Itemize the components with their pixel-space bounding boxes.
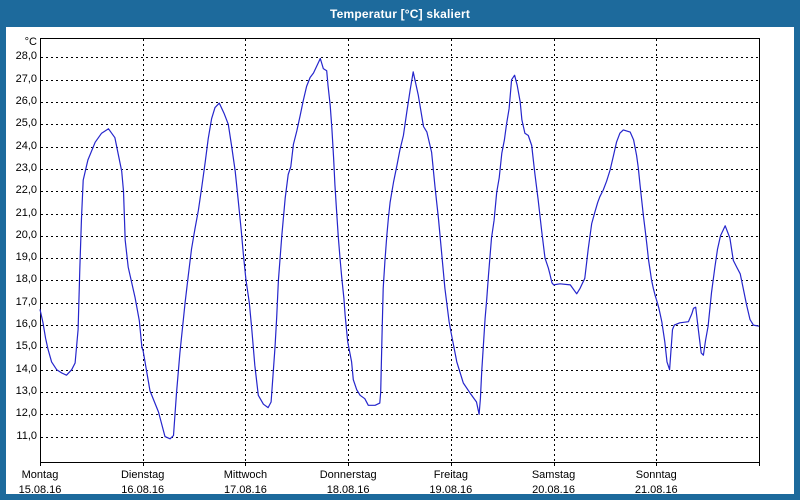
plot-border [40,38,760,463]
x-axis-day-label: Dienstag [120,469,165,481]
y-axis-tick-label: 21,0 [15,206,37,219]
title-bar[interactable]: Temperatur [°C] skaliert [0,0,800,27]
y-axis-tick-label: 24,0 [15,139,37,152]
window-border-right [794,27,800,500]
y-axis-tick-label: 12,0 [15,407,37,420]
y-axis-tick-label: 27,0 [15,72,37,85]
x-axis-date-label: 16.08.16 [121,484,165,496]
v-gridlines [143,39,657,461]
x-axis-date-label: 18.08.16 [326,484,370,496]
y-axis-tick-label: 26,0 [15,95,37,107]
x-axis-day-label: Samstag [531,469,576,481]
x-axis-day-label: Mittwoch [223,469,268,481]
x-axis-date-label: 19.08.16 [429,484,473,496]
temperature-curve [39,57,760,440]
y-axis-tick-label: 19,0 [15,251,37,264]
x-axis-date-label: 21.08.16 [634,484,678,496]
x-axis-day-label: Freitag [433,469,468,481]
y-axis-tick-label: 14,0 [15,362,37,375]
chart-area: °C 28,0 27,0 26,0 25,0 24,0 23,0 22,0 21,0 20,0 19… [0,27,800,496]
y-axis-tick-label: 17,0 [15,295,37,308]
y-axis-tick-label: 28,0 [15,50,37,63]
y-axis-tick-label: 18,0 [15,273,37,286]
y-axis-tick-label: 16,0 [15,318,37,331]
y-axis-tick-label: 13,0 [15,384,37,397]
y-axis-tick-label: 22,0 [15,184,37,197]
x-axis-day-label: Sonntag [635,469,677,481]
x-ticks [40,462,760,466]
y-axis-tick-label: 15,0 [15,340,37,353]
x-axis-date-label: 17.08.16 [224,484,267,496]
x-axis-day-label: Montag [21,469,59,481]
y-axis-tick-label: 11,0 [16,429,37,442]
x-axis-day-label: Donnerstag [319,469,377,481]
x-axis-date-label: 20.08.16 [532,484,575,496]
y-axis-tick-label: 23,0 [15,161,37,174]
x-axis-date-label: 15.08.16 [18,484,62,496]
window-border-left [0,27,6,500]
y-axis-tick-label: 25,0 [15,117,37,130]
window-title: Temperatur [°C] skaliert [329,6,471,21]
window-border-bottom [0,494,800,500]
y-axis-unit-label: °C [24,36,37,49]
y-axis-tick-label: 20,0 [15,228,37,241]
chart-canvas [39,38,760,466]
